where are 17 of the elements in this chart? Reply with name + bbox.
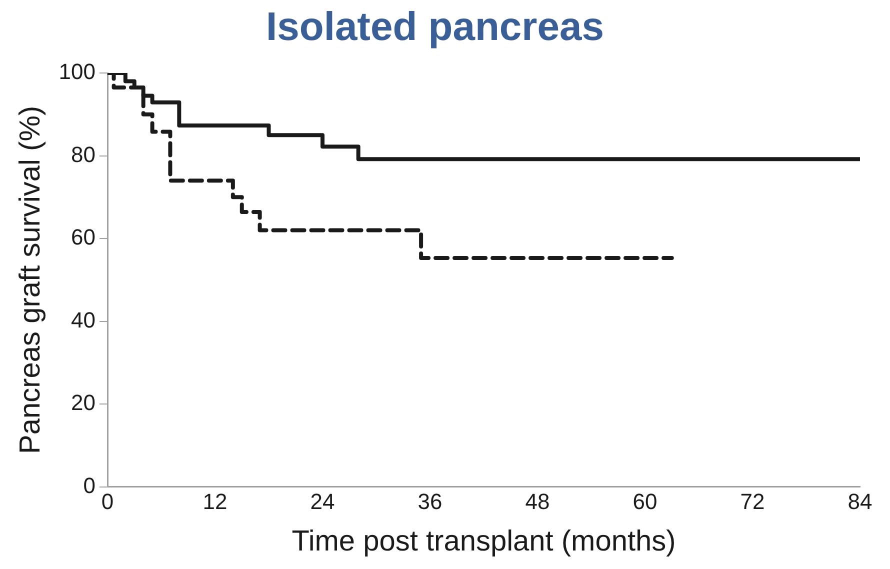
x-tick-label: 12: [202, 489, 228, 514]
y-tick-label: 20: [71, 390, 96, 416]
y-tick-label: 0: [83, 472, 96, 498]
y-tick-label: 40: [71, 307, 96, 332]
x-tick-label: 72: [740, 489, 765, 514]
y-axis-title: Pancreas graft survival (%): [14, 106, 46, 454]
x-tick-label: 84: [848, 489, 872, 514]
x-tick-label: 60: [632, 489, 658, 514]
x-tick-label: 48: [525, 489, 550, 514]
x-tick-label: 36: [418, 489, 442, 514]
y-tick-label: 80: [71, 142, 96, 167]
x-axis-title: Time post transplant (months): [292, 526, 676, 558]
x-tick-label: 24: [310, 489, 335, 514]
y-tick-label: 60: [71, 224, 96, 250]
y-tick-label: 100: [58, 59, 96, 84]
chart-title: Isolated pancreas: [266, 5, 604, 50]
x-tick-label: 0: [101, 489, 114, 514]
